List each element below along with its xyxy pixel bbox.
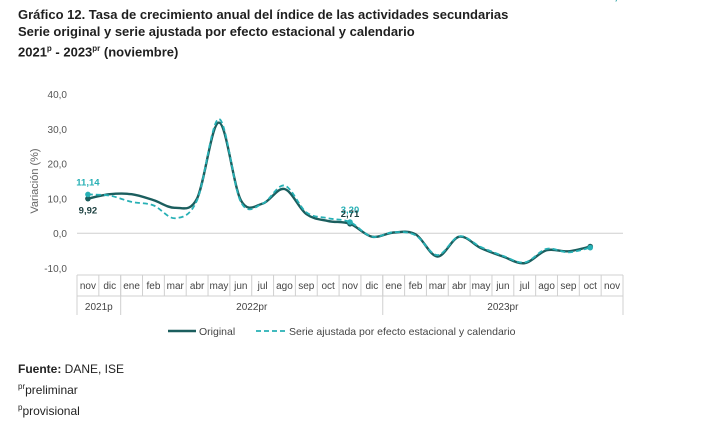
y-tick-label: 0,0: [53, 229, 67, 240]
x-tick-label: ago: [538, 281, 555, 292]
y-tick-label: 30,0: [48, 125, 68, 136]
legend-original-label: Original: [199, 326, 235, 338]
y-tick-label: 20,0: [48, 160, 68, 171]
source-note: Fuente: DANE, ISE: [18, 362, 125, 376]
x-tick-label: ene: [385, 281, 402, 292]
data-label: -3,85: [606, 0, 628, 3]
x-tick-label: jun: [233, 281, 247, 292]
series-original-line: [87, 121, 591, 265]
data-point-marker: [85, 191, 91, 198]
data-point-marker: [587, 244, 594, 251]
x-tick-label: abr: [190, 281, 205, 292]
year-group-label: 2023pr: [487, 302, 519, 313]
chart-title: Gráfico 12. Tasa de crecimiento anual de…: [18, 6, 508, 60]
title-line-3: 2021p - 2023pr (noviembre): [18, 44, 179, 60]
x-tick-label: ene: [123, 281, 140, 292]
title-line-1: Gráfico 12. Tasa de crecimiento anual de…: [18, 7, 509, 22]
x-tick-label: nov: [80, 281, 96, 292]
x-tick-label: feb: [409, 281, 423, 292]
legend-adjusted-label: Serie ajustada por efecto estacional y c…: [289, 326, 516, 338]
note-preliminar: prpreliminar: [18, 382, 78, 397]
data-label: -4,15: [606, 0, 628, 3]
x-tick-label: may: [210, 281, 229, 292]
x-tick-label: sep: [560, 281, 577, 292]
year-group-label: 2022pr: [236, 302, 268, 313]
data-point-marker: [85, 195, 91, 202]
x-tick-label: oct: [584, 281, 598, 292]
x-tick-label: nov: [342, 281, 358, 292]
data-label: 3,20: [341, 205, 360, 216]
data-point-marker: [347, 219, 353, 225]
series-adjusted-line: [87, 118, 591, 264]
x-tick-label: feb: [146, 281, 160, 292]
data-label: 9,92: [79, 206, 98, 217]
y-tick-label: 10,0: [48, 194, 68, 205]
x-tick-label: mar: [429, 281, 447, 292]
x-tick-label: oct: [321, 281, 335, 292]
x-tick-label: may: [472, 281, 491, 292]
x-tick-label: mar: [167, 281, 185, 292]
x-tick-label: abr: [452, 281, 467, 292]
x-tick-label: nov: [604, 281, 620, 292]
data-label: 11,14: [76, 177, 100, 188]
y-tick-label: -10,0: [44, 264, 67, 275]
y-tick-label: 40,0: [48, 90, 68, 101]
note-provisional: pprovisional: [18, 403, 80, 418]
year-group-label: 2021p: [85, 302, 113, 313]
x-tick-label: dic: [365, 281, 378, 292]
chart-footer: Fuente: DANE, ISE prpreliminar pprovisio…: [18, 361, 124, 420]
y-axis-label: Variación (%): [29, 148, 41, 213]
x-tick-label: jul: [257, 281, 268, 292]
x-tick-label: jun: [495, 281, 509, 292]
x-tick-label: ago: [276, 281, 293, 292]
x-tick-label: dic: [103, 281, 116, 292]
x-tick-label: jul: [519, 281, 530, 292]
title-line-2: Serie original y serie ajustada por efec…: [18, 24, 415, 39]
data-label: 2,71: [341, 209, 360, 220]
x-tick-label: sep: [298, 281, 315, 292]
